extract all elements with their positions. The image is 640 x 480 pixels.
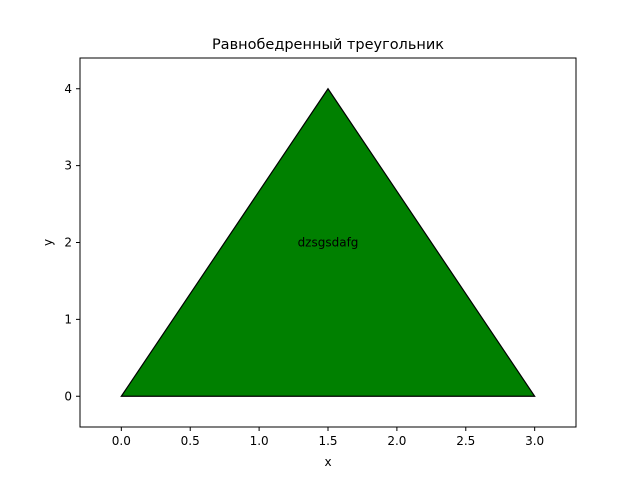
plot-area: dzsgsdafg 0.0 0.5 1.0 1.5 2.0 2.5 3.0 0 1 2 3 4 [64, 57, 577, 448]
x-tick-label: 2.5 [456, 434, 475, 448]
y-tick-label: 4 [64, 82, 72, 96]
y-tick-label: 3 [64, 159, 72, 173]
triangle-shape [120, 87, 536, 397]
x-tick-label: 1.0 [250, 434, 269, 448]
x-tick-label: 0.0 [112, 434, 131, 448]
y-axis-label: y [41, 239, 55, 246]
x-tick-label: 0.5 [181, 434, 200, 448]
y-tick-label: 0 [64, 389, 72, 403]
x-tick-label: 3.0 [525, 434, 544, 448]
y-tick-label: 2 [64, 236, 72, 250]
chart-title: Равнобедренный треугольник [212, 37, 444, 53]
x-tick-label: 1.5 [318, 434, 337, 448]
x-tick-label: 2.0 [387, 434, 406, 448]
y-tick-label: 1 [64, 312, 72, 326]
x-axis-label: x [324, 455, 331, 469]
annotation-label: dzsgsdafg [298, 236, 359, 250]
